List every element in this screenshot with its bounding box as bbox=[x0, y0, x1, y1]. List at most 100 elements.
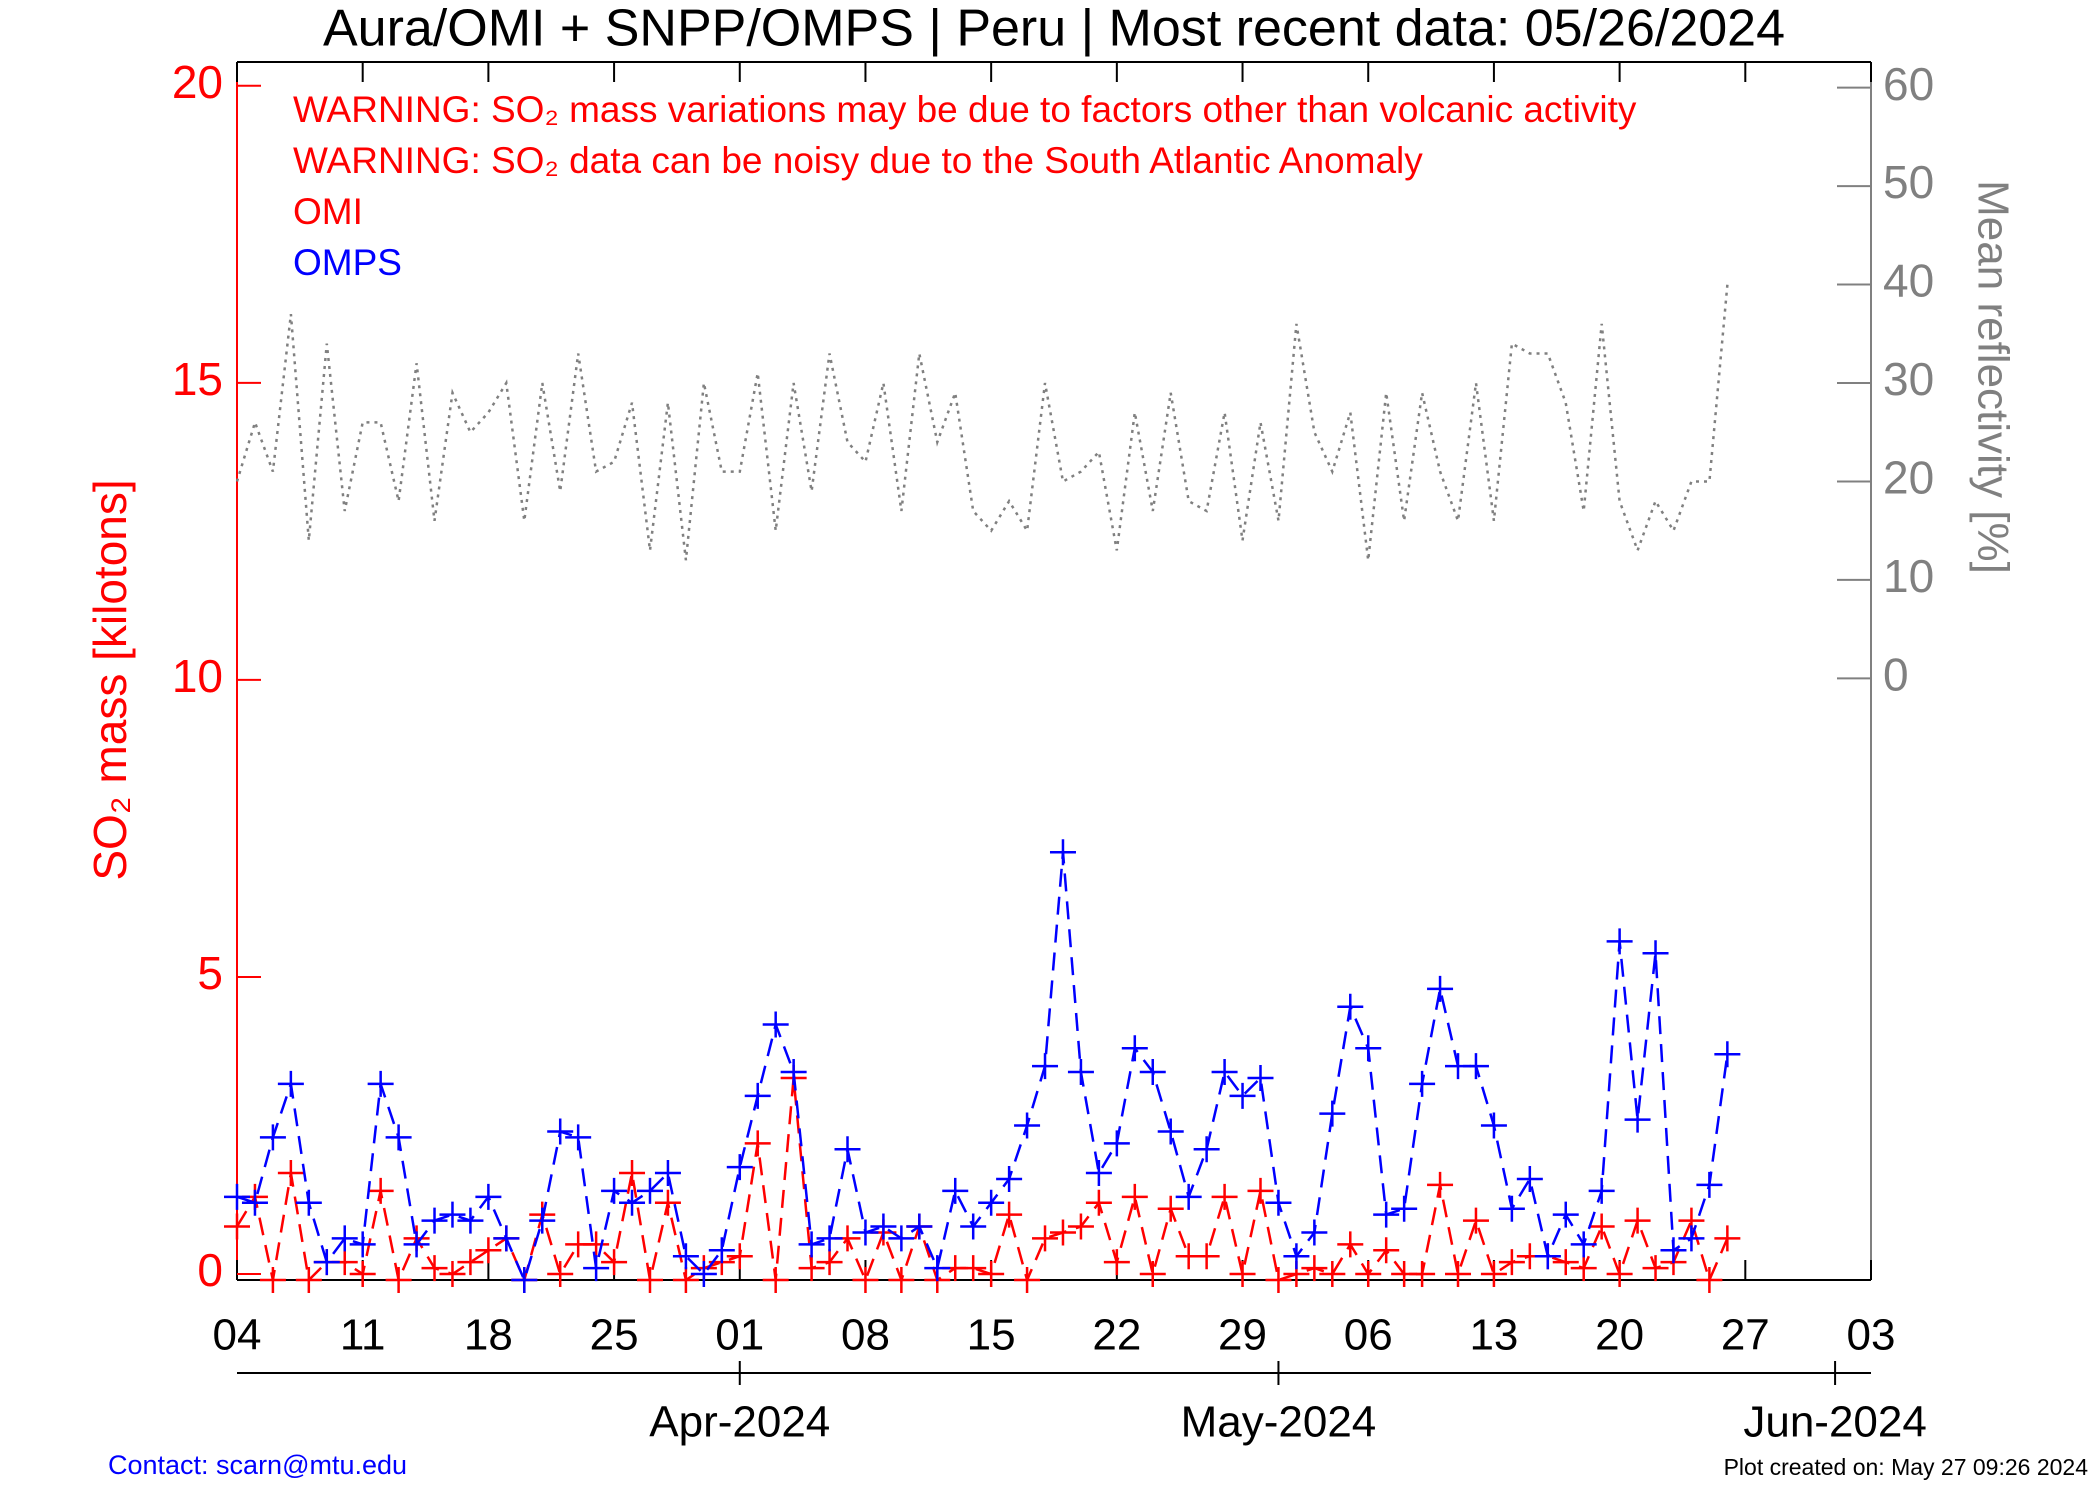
marker bbox=[1301, 1219, 1328, 1246]
marker bbox=[1283, 1243, 1310, 1270]
y2-tick-label: 10 bbox=[1883, 550, 1934, 602]
marker bbox=[277, 1070, 304, 1097]
marker bbox=[1355, 1261, 1382, 1288]
marker bbox=[1121, 1035, 1148, 1062]
marker bbox=[1588, 1213, 1615, 1240]
marker bbox=[1301, 1255, 1328, 1282]
marker bbox=[1193, 1136, 1220, 1163]
month-tick-label: Apr-2024 bbox=[649, 1398, 830, 1447]
marker bbox=[636, 1267, 663, 1293]
marker bbox=[259, 1267, 286, 1293]
marker bbox=[636, 1177, 663, 1204]
marker bbox=[349, 1231, 376, 1258]
marker bbox=[259, 1124, 286, 1151]
x-tick-label: 03 bbox=[1847, 1311, 1896, 1360]
contact: Contact: scarn@mtu.edu bbox=[108, 1450, 407, 1480]
y-axis-label: SO₂ mass [kilotons] bbox=[84, 479, 136, 880]
month-tick-label: Jun-2024 bbox=[1743, 1398, 1926, 1447]
marker bbox=[385, 1267, 412, 1293]
marker bbox=[1588, 1177, 1615, 1204]
marker bbox=[583, 1255, 610, 1282]
marker bbox=[960, 1213, 987, 1240]
marker bbox=[619, 1189, 646, 1216]
marker bbox=[1229, 1082, 1256, 1109]
x-tick-label: 15 bbox=[967, 1311, 1016, 1360]
series-line bbox=[235, 1077, 1729, 1285]
created-note: Plot created on: May 27 09:26 2024 bbox=[1724, 1454, 2089, 1480]
marker bbox=[816, 1225, 843, 1252]
marker bbox=[798, 1255, 825, 1282]
marker bbox=[978, 1189, 1005, 1216]
marker bbox=[511, 1267, 538, 1293]
marker bbox=[1714, 1225, 1741, 1252]
marker bbox=[295, 1267, 322, 1293]
marker bbox=[1606, 928, 1633, 955]
y2-tick-label: 60 bbox=[1883, 58, 1934, 110]
marker bbox=[224, 1183, 250, 1210]
marker bbox=[1139, 1059, 1166, 1086]
marker bbox=[1427, 975, 1454, 1002]
marker bbox=[1552, 1201, 1579, 1228]
marker bbox=[601, 1249, 628, 1276]
marker bbox=[1247, 1177, 1274, 1204]
marker bbox=[924, 1255, 951, 1282]
y2-tick-label: 20 bbox=[1883, 452, 1934, 504]
marker bbox=[978, 1261, 1005, 1288]
marker bbox=[493, 1225, 520, 1252]
marker bbox=[1498, 1249, 1525, 1276]
marker bbox=[816, 1249, 843, 1276]
y-tick-label: 0 bbox=[197, 1244, 223, 1296]
marker bbox=[870, 1213, 897, 1240]
warning: WARNING: SO₂ data can be noisy due to th… bbox=[293, 140, 1423, 181]
marker bbox=[1175, 1183, 1202, 1210]
marker bbox=[619, 1160, 646, 1187]
x-tick-label: 18 bbox=[464, 1311, 513, 1360]
x-tick-label: 20 bbox=[1595, 1311, 1644, 1360]
marker bbox=[1085, 1160, 1112, 1187]
marker bbox=[547, 1118, 574, 1145]
marker bbox=[852, 1219, 879, 1246]
marker bbox=[762, 1267, 789, 1293]
y-tick-label: 20 bbox=[172, 56, 223, 108]
marker bbox=[1049, 1219, 1076, 1246]
marker bbox=[1606, 1261, 1633, 1288]
marker bbox=[1678, 1225, 1705, 1252]
marker bbox=[1462, 1207, 1489, 1234]
marker bbox=[1085, 1189, 1112, 1216]
y-tick-label: 15 bbox=[172, 353, 223, 405]
x-tick-label: 29 bbox=[1218, 1311, 1267, 1360]
marker bbox=[996, 1201, 1023, 1228]
marker bbox=[349, 1261, 376, 1288]
marker bbox=[888, 1267, 915, 1293]
marker bbox=[1337, 993, 1364, 1020]
marker bbox=[1624, 1106, 1651, 1133]
marker bbox=[1157, 1195, 1184, 1222]
marker bbox=[1032, 1053, 1059, 1080]
x-tick-label: 04 bbox=[213, 1311, 262, 1360]
marker bbox=[529, 1207, 556, 1234]
marker bbox=[1193, 1243, 1220, 1270]
marker bbox=[1552, 1249, 1579, 1276]
marker bbox=[1391, 1195, 1418, 1222]
marker bbox=[798, 1231, 825, 1258]
marker bbox=[421, 1255, 448, 1282]
legend-entry: OMPS bbox=[293, 242, 402, 283]
marker bbox=[852, 1267, 879, 1293]
marker bbox=[1714, 1041, 1741, 1068]
warning: WARNING: SO₂ mass variations may be due … bbox=[293, 89, 1637, 130]
marker bbox=[672, 1243, 699, 1270]
marker bbox=[1067, 1213, 1094, 1240]
marker bbox=[996, 1166, 1023, 1192]
marker bbox=[1696, 1267, 1723, 1293]
marker bbox=[1319, 1261, 1346, 1288]
marker bbox=[1121, 1183, 1148, 1210]
marker bbox=[547, 1261, 574, 1288]
x-tick-label: 01 bbox=[715, 1311, 764, 1360]
marker bbox=[1516, 1166, 1543, 1192]
marker bbox=[1103, 1130, 1130, 1157]
y2-axis-label: Mean reflectivity [%] bbox=[1968, 180, 2017, 574]
x-tick-label: 27 bbox=[1721, 1311, 1770, 1360]
marker bbox=[834, 1136, 861, 1163]
x-tick-label: 25 bbox=[590, 1311, 639, 1360]
marker bbox=[690, 1261, 717, 1288]
